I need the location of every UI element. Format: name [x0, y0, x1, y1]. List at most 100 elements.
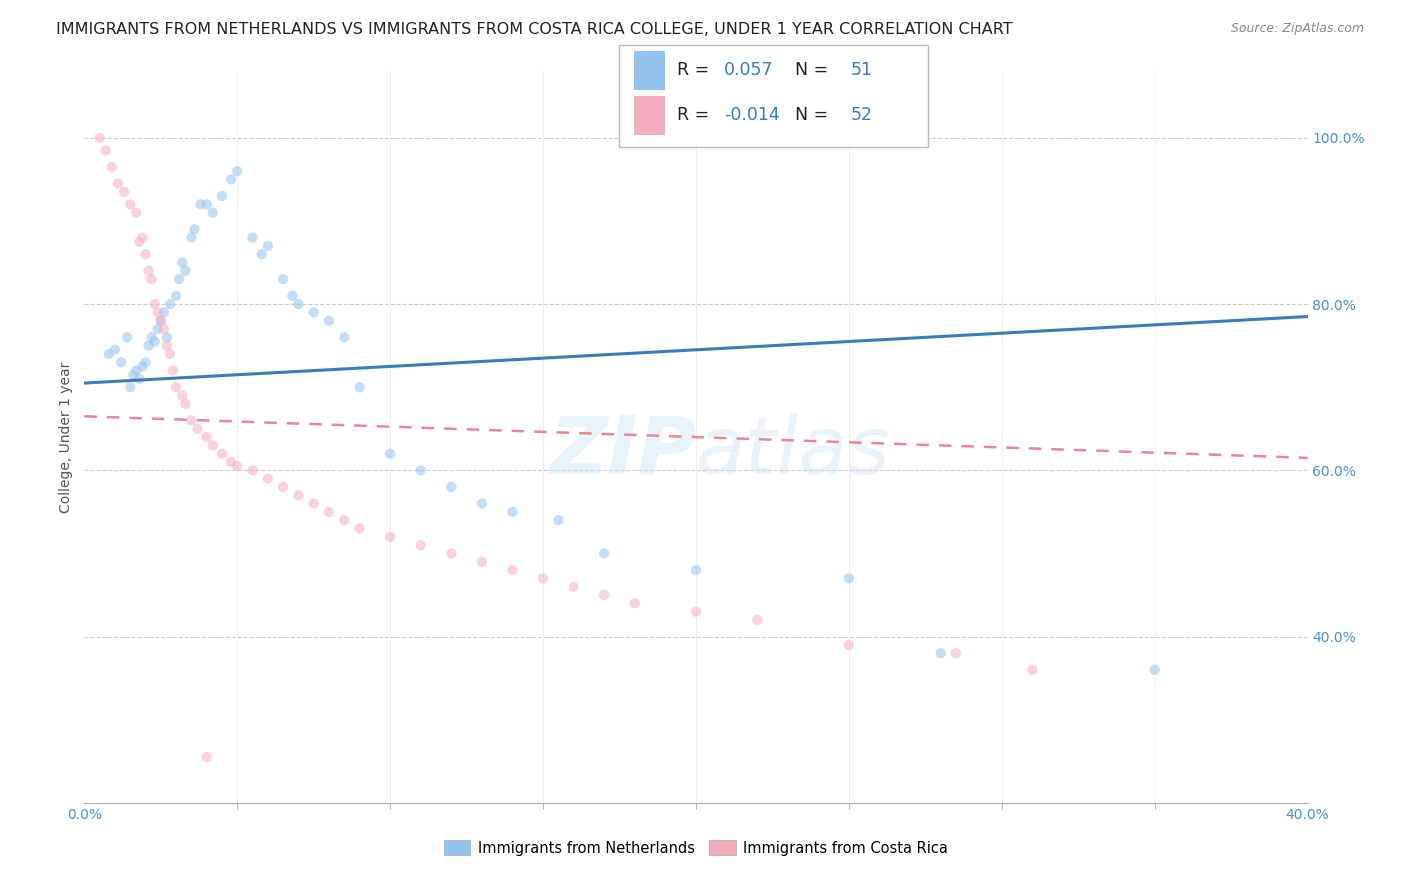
Point [838, 571, 860, 585]
Point [747, 613, 769, 627]
Point [167, 272, 190, 286]
Point [226, 164, 249, 178]
Point [201, 438, 224, 452]
Point [440, 546, 463, 560]
Point [502, 505, 524, 519]
Point [172, 388, 194, 402]
Point [409, 538, 432, 552]
Point [195, 197, 218, 211]
Point [250, 247, 273, 261]
Point [149, 314, 172, 328]
Point [138, 339, 160, 353]
Point [226, 459, 249, 474]
Legend: Immigrants from Netherlands, Immigrants from Costa Rica: Immigrants from Netherlands, Immigrants … [439, 834, 953, 862]
Point [143, 334, 166, 349]
Point [159, 347, 181, 361]
Point [271, 480, 294, 494]
Point [97, 347, 120, 361]
Point [302, 305, 325, 319]
Point [349, 521, 371, 535]
Point [624, 596, 647, 610]
Point [1143, 663, 1166, 677]
Point [685, 605, 707, 619]
Y-axis label: College, Under 1 year: College, Under 1 year [59, 361, 73, 513]
Point [547, 513, 569, 527]
Point [146, 322, 169, 336]
Point [211, 189, 233, 203]
Point [180, 413, 202, 427]
Point [149, 314, 172, 328]
Point [195, 430, 218, 444]
Point [159, 297, 181, 311]
Point [349, 380, 371, 394]
Point [94, 144, 117, 158]
Point [183, 222, 205, 236]
Point [101, 160, 124, 174]
Point [120, 380, 142, 394]
Point [219, 172, 242, 186]
Text: -0.014: -0.014 [724, 106, 779, 124]
Point [302, 497, 325, 511]
Point [685, 563, 707, 577]
Point [838, 638, 860, 652]
Point [156, 330, 179, 344]
Point [125, 205, 148, 219]
Point [318, 505, 340, 519]
Text: R =: R = [678, 106, 716, 124]
Text: 52: 52 [851, 106, 873, 124]
Point [135, 355, 157, 369]
Point [174, 264, 197, 278]
Text: atlas: atlas [696, 413, 891, 491]
Point [219, 455, 242, 469]
Point [287, 488, 309, 502]
Bar [634, 96, 665, 135]
Point [138, 264, 160, 278]
Point [195, 750, 218, 764]
Point [89, 131, 111, 145]
Point [201, 205, 224, 219]
Point [143, 297, 166, 311]
Point [287, 297, 309, 311]
Point [562, 580, 585, 594]
Point [190, 197, 212, 211]
Point [131, 230, 153, 244]
Point [409, 463, 432, 477]
Text: 0.057: 0.057 [724, 62, 773, 79]
Point [471, 497, 494, 511]
Point [271, 272, 294, 286]
Text: 51: 51 [851, 62, 873, 79]
Point [929, 646, 952, 660]
Point [165, 289, 187, 303]
Point [380, 530, 402, 544]
Point [135, 247, 157, 261]
Point [172, 255, 194, 269]
Point [180, 230, 202, 244]
Bar [634, 51, 665, 90]
Point [333, 513, 356, 527]
Point [380, 447, 402, 461]
Point [115, 330, 138, 344]
Point [122, 368, 145, 382]
Point [333, 330, 356, 344]
Point [128, 372, 150, 386]
Text: N =: N = [794, 106, 834, 124]
Point [174, 397, 197, 411]
FancyBboxPatch shape [619, 45, 928, 147]
Point [141, 272, 163, 286]
Point [153, 322, 176, 336]
Point [162, 363, 184, 377]
Point [125, 363, 148, 377]
Point [1021, 663, 1043, 677]
Point [141, 330, 163, 344]
Text: R =: R = [678, 62, 716, 79]
Point [945, 646, 967, 660]
Point [593, 588, 616, 602]
Point [165, 380, 187, 394]
Point [531, 571, 554, 585]
Point [120, 197, 142, 211]
Point [471, 555, 494, 569]
Point [257, 239, 280, 253]
Point [242, 230, 264, 244]
Point [156, 339, 179, 353]
Point [281, 289, 304, 303]
